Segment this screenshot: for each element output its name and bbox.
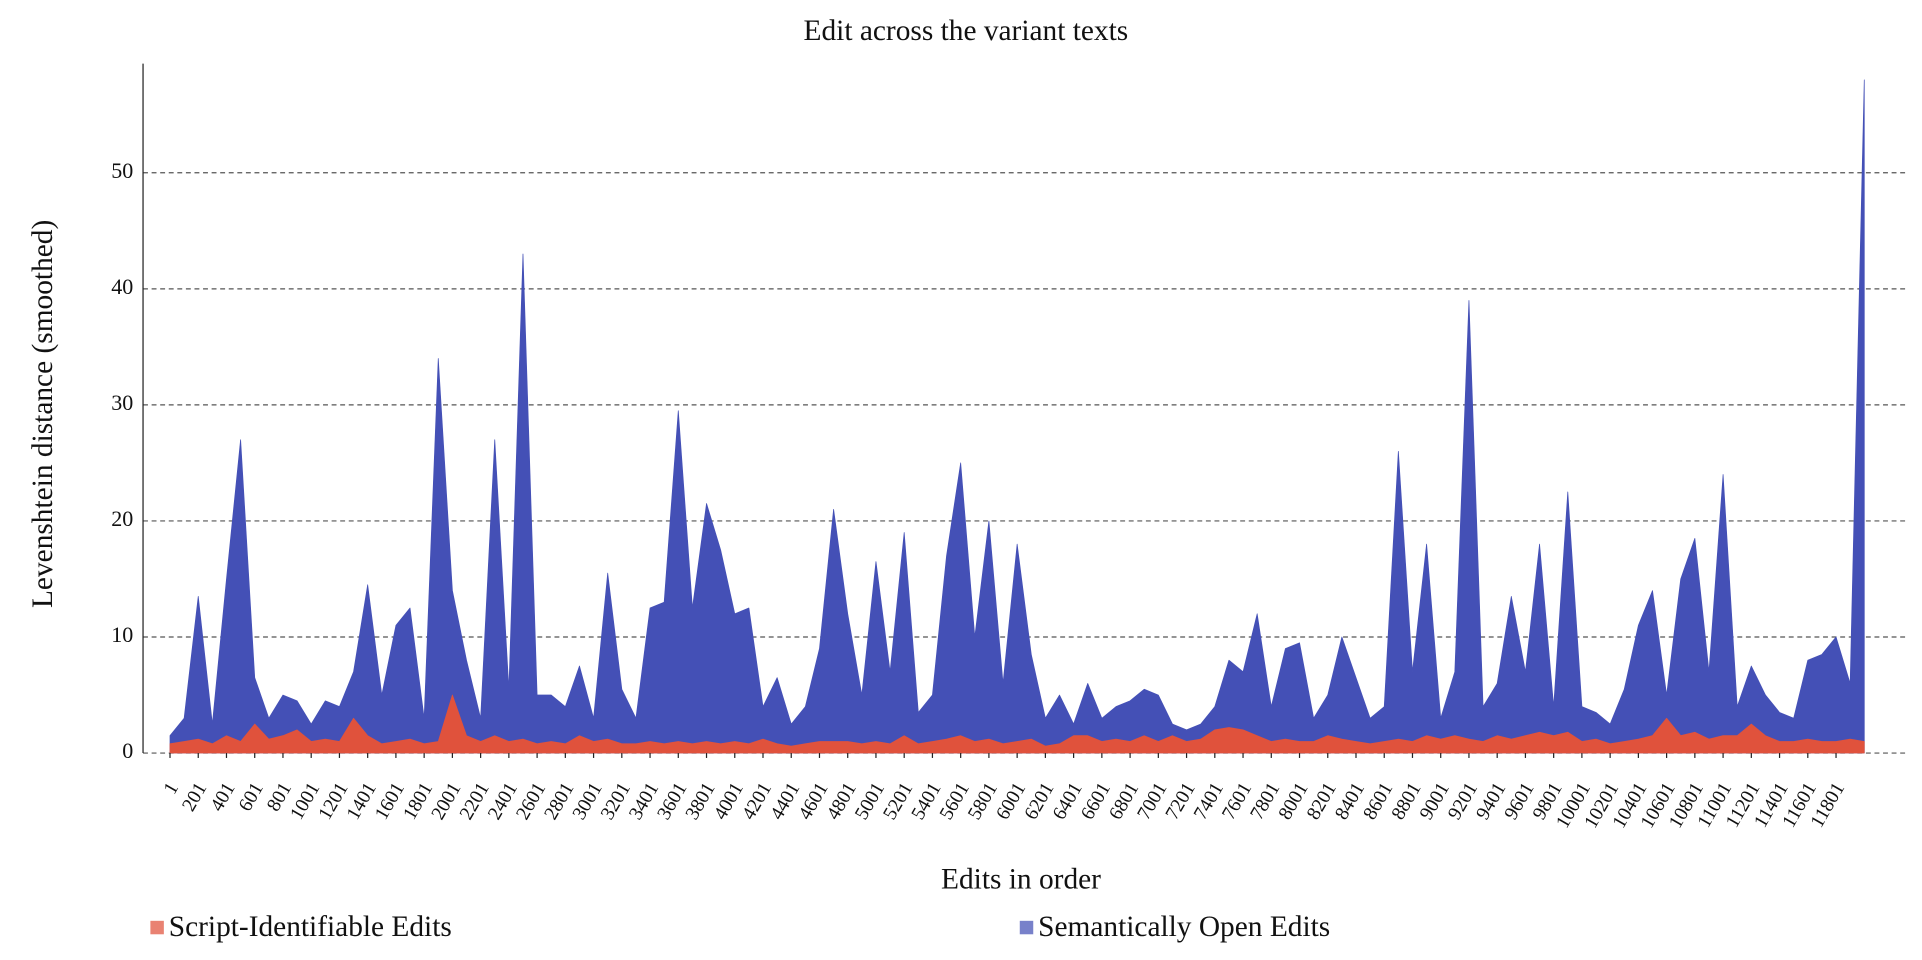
x-tick-label: 2201: [456, 779, 494, 823]
x-tick-label: 1001: [287, 779, 325, 823]
x-tick-label: 5601: [936, 779, 974, 823]
x-tick-label: 6001: [993, 779, 1031, 823]
x-tick-label: 7401: [1190, 779, 1228, 823]
y-tick-label: 50: [111, 158, 133, 183]
x-tick-label: 4601: [795, 779, 833, 823]
y-tick-label: 40: [111, 274, 133, 299]
legend-swatch: [1019, 920, 1034, 935]
x-tick-label: 3601: [654, 779, 692, 823]
x-tick-label: 8601: [1360, 779, 1398, 823]
legend-swatch: [150, 920, 164, 935]
x-tick-label: 5001: [851, 779, 889, 823]
x-tick-label: 6201: [1021, 779, 1059, 823]
x-tick-label: 401: [207, 779, 240, 815]
y-tick-label: 20: [111, 506, 133, 531]
x-tick-label: 8201: [1303, 779, 1341, 823]
x-tick-label: 2801: [541, 779, 579, 823]
y-axis-label: Levenshtein distance (smoothed): [27, 220, 59, 608]
x-tick-label: 2401: [484, 779, 522, 823]
chart-title: Edit across the variant texts: [804, 15, 1129, 47]
x-tick-label: 8001: [1275, 779, 1313, 823]
x-tick-label: 6801: [1105, 779, 1143, 823]
x-tick-label: 9601: [1501, 779, 1539, 823]
x-tick-label: 8801: [1388, 779, 1426, 823]
x-tick-label: 3201: [597, 779, 635, 823]
y-tick-label: 0: [122, 738, 133, 763]
x-tick-label: 6601: [1077, 779, 1115, 823]
x-tick-label: 9201: [1444, 779, 1482, 823]
x-tick-label: 5401: [908, 779, 946, 823]
x-tick-label: 1: [160, 779, 183, 798]
x-tick-label: 4401: [767, 779, 805, 823]
legend-label: Semantically Open Edits: [1038, 911, 1330, 943]
x-tick-label: 5201: [880, 779, 918, 823]
x-tick-label: 1401: [343, 779, 381, 823]
y-tick-label: 30: [111, 390, 133, 415]
x-tick-label: 6401: [1049, 779, 1087, 823]
area: [169, 694, 1865, 754]
x-tick-label: 3801: [682, 779, 720, 823]
x-tick-label: 2601: [512, 779, 550, 823]
x-tick-label: 4001: [710, 779, 748, 823]
x-tick-label: 3401: [625, 779, 663, 823]
x-tick-label: 601: [235, 779, 268, 815]
x-tick-label: 3001: [569, 779, 607, 823]
x-tick-label: 7001: [1134, 779, 1172, 823]
x-tick-label: 4801: [823, 779, 861, 823]
x-tick-label: 1601: [371, 779, 409, 823]
area: [169, 79, 1865, 754]
x-axis-label: Edits in order: [941, 863, 1101, 895]
x-tick-label: 4201: [738, 779, 776, 823]
x-tick-label: 9401: [1473, 779, 1511, 823]
x-tick-label: 2001: [428, 779, 466, 823]
x-tick-label: 7801: [1247, 779, 1285, 823]
x-tick-label: 5801: [964, 779, 1002, 823]
x-tick-label: 201: [178, 779, 211, 815]
x-tick-label: 7601: [1218, 779, 1256, 823]
x-tick-label: 9001: [1416, 779, 1454, 823]
x-tick-label: 1201: [315, 779, 353, 823]
legend-label: Script-Identifiable Edits: [169, 911, 452, 943]
x-tick-label: 8401: [1331, 779, 1369, 823]
y-tick-label: 10: [111, 622, 133, 647]
x-tick-label: 7201: [1162, 779, 1200, 823]
x-tick-label: 1801: [400, 779, 438, 823]
